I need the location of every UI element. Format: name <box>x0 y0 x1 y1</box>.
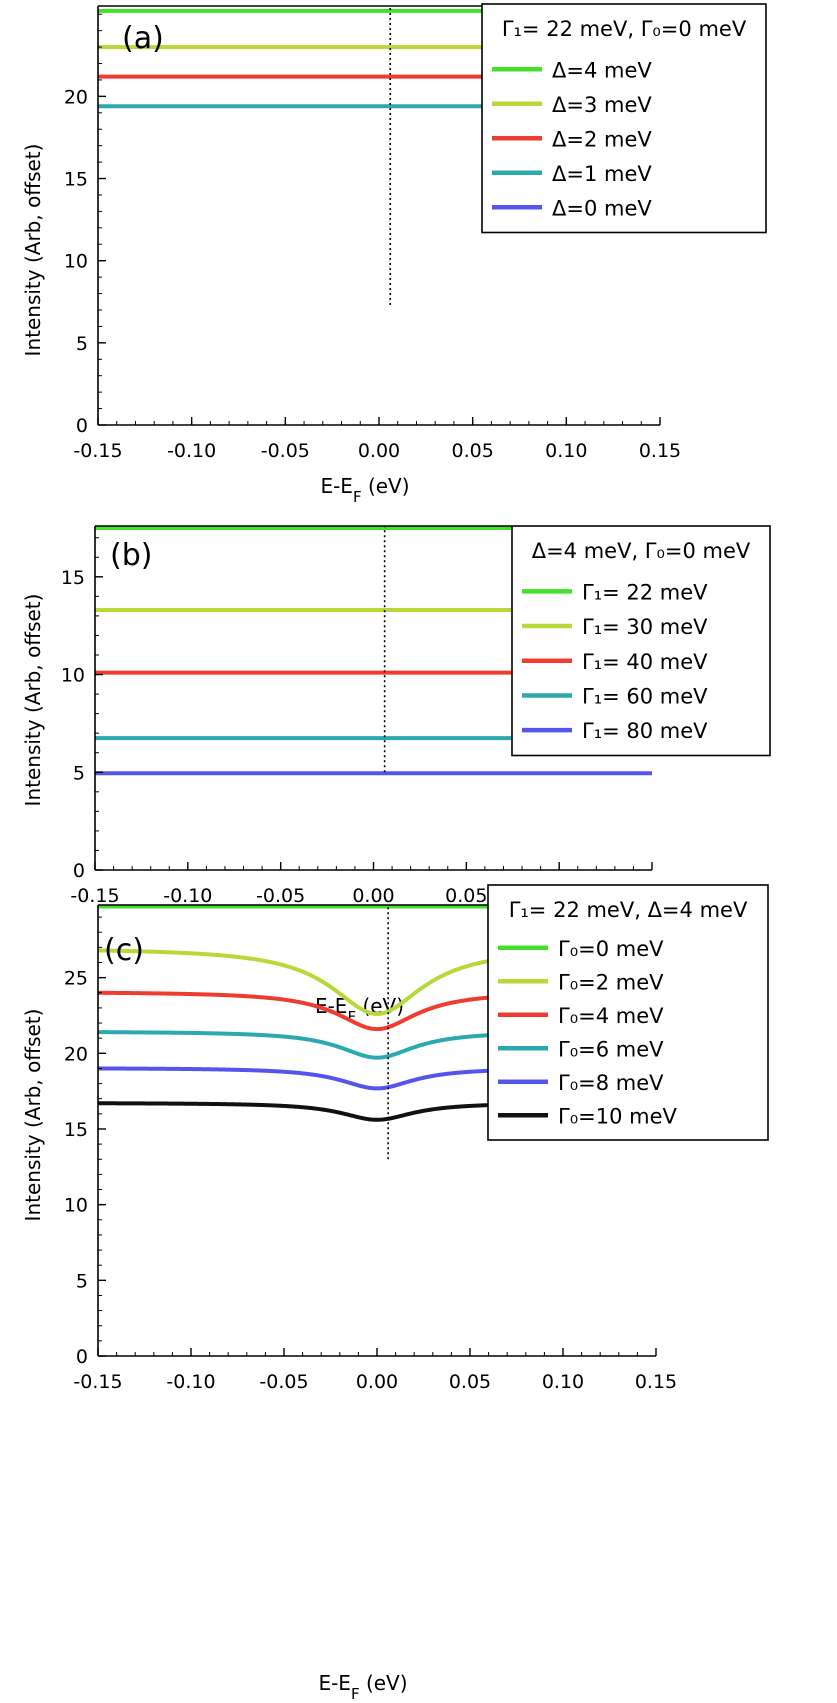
legend: Γ₁= 22 meV, Δ=4 meV Γ₀=0 meV Γ₀=2 meV Γ₀=4 … <box>487 884 769 1141</box>
y-tick-label: 15 <box>61 567 85 589</box>
legend-entry: Γ₀=4 meV <box>558 1004 664 1028</box>
x-tick-label: 0.10 <box>545 440 587 462</box>
x-tick-label: 0.05 <box>449 1371 491 1393</box>
panel-label: (c) <box>104 933 144 968</box>
y-axis-label: Intensity (Arb, offset) <box>21 594 45 807</box>
x-tick-label: 0.10 <box>542 1371 584 1393</box>
legend-entry: Δ=4 meV <box>552 58 652 82</box>
legend-entry: Γ₀=10 meV <box>558 1104 677 1128</box>
x-tick-label: -0.05 <box>261 440 310 462</box>
x-tick-label: 0.00 <box>352 885 394 907</box>
panel-c: -0.15 -0.10 -0.05 0.00 0.05 0.10 0.15 0 5 10 15 20 2… <box>21 884 769 1703</box>
legend-box <box>481 3 767 234</box>
x-tick-label: 0.05 <box>445 885 487 907</box>
legend-entry: Δ=1 meV <box>552 162 652 186</box>
x-tick-label: -0.10 <box>163 885 212 907</box>
legend: Δ=4 meV, Γ₀=0 meV Γ₁= 22 meV Γ₁= 30 meV Γ₁=… <box>511 525 771 757</box>
x-tick-label: -0.15 <box>70 885 119 907</box>
y-axis-label: Intensity (Arb, offset) <box>21 1009 45 1222</box>
x-tick-label: -0.05 <box>256 885 305 907</box>
x-tick-label: -0.15 <box>73 1371 122 1393</box>
panel-b: -0.15-0.10-0.050.000.050.100.15051015E-E… <box>21 525 771 1026</box>
y-tick-label: 10 <box>64 1195 88 1217</box>
y-tick-label: 20 <box>64 1043 88 1065</box>
panel-a: -0.15 -0.10 -0.05 0.00 0.05 0.10 0.15 0 5 10 15 20 E… <box>21 3 767 506</box>
y-tick-label: 0 <box>76 415 88 437</box>
legend-entry: Γ₁= 30 meV <box>582 615 708 639</box>
y-axis-label: Intensity (Arb, offset) <box>21 144 45 357</box>
y-tick-label: 5 <box>76 333 88 355</box>
y-tick-label: 0 <box>76 1346 88 1368</box>
x-tick-label: -0.05 <box>259 1371 308 1393</box>
legend-title: Γ₁= 22 meV, Δ=4 meV <box>509 898 748 922</box>
y-tick-label: 5 <box>73 762 85 784</box>
legend: Γ₁= 22 meV, Γ₀=0 meV Δ=4 meV Δ=3 meV Δ=2 me… <box>481 3 767 234</box>
y-tick-label: 15 <box>64 169 88 191</box>
x-tick-label: 0.00 <box>358 440 400 462</box>
x-tick-label: -0.10 <box>166 1371 215 1393</box>
y-tick-label: 15 <box>64 1119 88 1141</box>
x-tick-label: -0.10 <box>167 440 216 462</box>
legend-entry: Γ₁= 22 meV <box>582 580 708 604</box>
legend-title: Δ=4 meV, Γ₀=0 meV <box>532 539 751 563</box>
y-tick-label: 0 <box>73 860 85 882</box>
panel-label: (b) <box>110 538 152 573</box>
x-tick-label: 0.15 <box>639 440 681 462</box>
legend-entry: Γ₀=6 meV <box>558 1037 664 1061</box>
x-axis-label: E-EF (eV) <box>318 1671 407 1703</box>
x-axis-label: E-EF (eV) <box>320 474 409 506</box>
y-tick-label: 10 <box>61 665 85 687</box>
legend-entry: Γ₁= 80 meV <box>582 719 708 743</box>
legend-entry: Γ₁= 60 meV <box>582 684 708 708</box>
x-tick-label: 0.05 <box>452 440 494 462</box>
legend-entry: Δ=3 meV <box>552 93 652 117</box>
legend-entry: Γ₁= 40 meV <box>582 650 708 674</box>
legend-title: Γ₁= 22 meV, Γ₀=0 meV <box>502 17 747 41</box>
legend-entry: Γ₀=2 meV <box>558 970 664 994</box>
legend-entry: Δ=0 meV <box>552 196 652 220</box>
x-tick-label: 0.00 <box>356 1371 398 1393</box>
y-tick-label: 5 <box>76 1270 88 1292</box>
legend-box <box>511 525 771 757</box>
y-tick-label: 10 <box>64 251 88 273</box>
legend-entry: Δ=2 meV <box>552 127 652 151</box>
legend-entry: Γ₀=0 meV <box>558 937 664 961</box>
x-tick-label: -0.15 <box>73 440 122 462</box>
y-tick-label: 20 <box>64 86 88 108</box>
x-tick-label: 0.15 <box>635 1371 677 1393</box>
panel-label: (a) <box>122 21 164 56</box>
legend-entry: Γ₀=8 meV <box>558 1071 664 1095</box>
y-tick-label: 25 <box>64 968 88 990</box>
